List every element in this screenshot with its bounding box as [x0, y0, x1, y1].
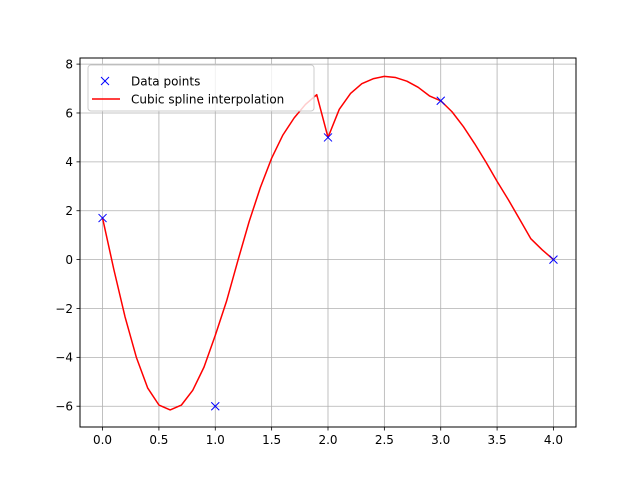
y-tick-label: 8 — [65, 57, 73, 71]
legend: Data points Cubic spline interpolation — [87, 64, 315, 112]
x-tick-label: 1.5 — [262, 433, 281, 447]
x-tick-label: 0.5 — [149, 433, 168, 447]
x-tick-label: 0.0 — [93, 433, 112, 447]
x-tick-label: 1.0 — [206, 433, 225, 447]
y-tick-label: 2 — [65, 204, 73, 218]
y-tick-label: 4 — [65, 155, 73, 169]
x-tick-label: 4.0 — [544, 433, 563, 447]
series-group — [98, 75, 558, 411]
y-tick-label: −6 — [55, 400, 73, 414]
legend-label-spline: Cubic spline interpolation — [131, 92, 284, 106]
data-point-marker — [323, 133, 333, 142]
x-tick-label: 2.5 — [375, 433, 394, 447]
data-point-marker — [98, 213, 107, 223]
legend-label-data-points: Data points — [131, 74, 200, 88]
x-tick-label: 3.0 — [431, 433, 450, 447]
x-tick-label: 2.0 — [318, 433, 337, 447]
legend-box — [87, 64, 315, 112]
x-tick-label: 3.5 — [488, 433, 507, 447]
data-point-marker — [436, 96, 446, 106]
y-tick-label: 0 — [65, 253, 73, 267]
legend-marker-data-points — [100, 76, 110, 86]
axis-ticks: 0.0 0.5 1.0 1.5 2.0 2.5 3.0 3.5 4.0 −6 −4 −2 0 2 4 6 8 — [55, 57, 563, 447]
y-tick-label: −2 — [55, 302, 73, 316]
y-tick-label: 6 — [65, 106, 73, 120]
data-point-marker — [210, 401, 220, 411]
y-tick-label: −4 — [55, 351, 73, 365]
grid — [80, 58, 576, 427]
data-point-marker — [549, 255, 558, 264]
